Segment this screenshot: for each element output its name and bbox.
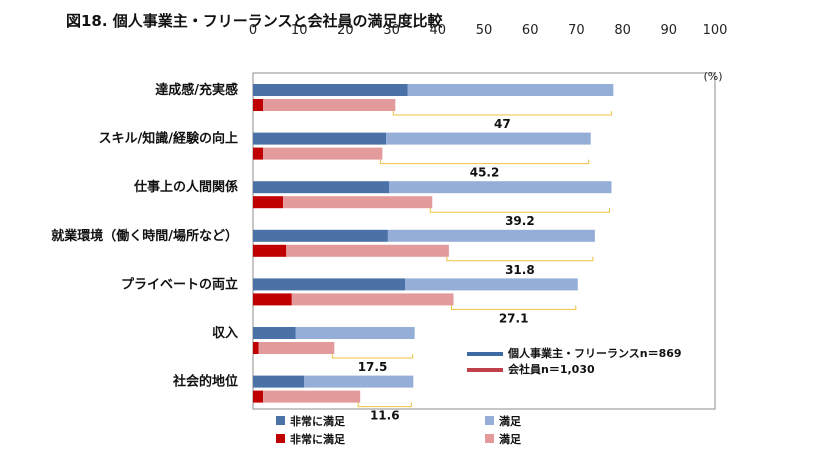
employee-very-satisfied-bar xyxy=(253,196,284,209)
x-tick-label: 30 xyxy=(383,23,400,38)
freelance-satisfied-bar xyxy=(295,327,415,339)
difference-bracket xyxy=(331,354,414,359)
freelance-satisfied-bar xyxy=(304,375,414,388)
x-tick-label: 80 xyxy=(614,23,631,38)
difference-bracket xyxy=(357,402,412,408)
category-label: スキル/知識/経験の向上 xyxy=(99,131,239,147)
employee-satisfied-bar xyxy=(286,244,449,257)
x-tick-label: 60 xyxy=(522,23,539,38)
legend-swatch xyxy=(276,434,285,443)
difference-label: 39.2 xyxy=(505,214,535,228)
employee-very-satisfied-bar xyxy=(253,293,292,306)
legend: 個人事業主・フリーランスn＝869会社員n＝1,030非常に満足 満足非常に満足満… xyxy=(276,346,682,446)
x-tick-label: 100 xyxy=(703,23,728,38)
category-labels: 達成感/充実感スキル/知識/経験の向上仕事上の人間関係就業環境（働く時間/場所な… xyxy=(51,82,238,390)
employee-satisfied-bar xyxy=(258,342,335,354)
employee-very-satisfied-bar xyxy=(253,390,264,403)
difference-label: 31.8 xyxy=(505,263,535,277)
freelance-satisfied-bar xyxy=(386,132,591,145)
bar-series xyxy=(253,84,614,403)
legend-label: 満足 xyxy=(499,414,522,428)
legend-swatch xyxy=(467,352,503,356)
employee-very-satisfied-bar xyxy=(253,342,259,354)
x-tick-label: 50 xyxy=(476,23,493,38)
category-label: 社会的地位 xyxy=(172,374,238,390)
difference-labels: 47 45.2 39.2 31.8 27.1 17.5 11.6 xyxy=(331,111,612,423)
legend-label: 満足 xyxy=(499,432,522,446)
x-tick-label: 20 xyxy=(337,23,354,38)
freelance-very-satisfied-bar xyxy=(253,278,405,291)
freelance-very-satisfied-bar xyxy=(253,181,390,194)
difference-bracket xyxy=(446,256,594,262)
category-label: 仕事上の人間関係 xyxy=(133,179,238,195)
difference-label: 17.5 xyxy=(358,360,388,374)
employee-very-satisfied-bar xyxy=(253,99,264,111)
employee-satisfied-bar xyxy=(291,293,454,306)
difference-bracket xyxy=(451,305,577,310)
freelance-satisfied-bar xyxy=(389,181,612,194)
employee-very-satisfied-bar xyxy=(253,244,287,257)
employee-satisfied-bar xyxy=(263,99,396,111)
x-tick-label: 90 xyxy=(661,23,678,38)
legend-swatch xyxy=(467,368,503,372)
difference-bracket xyxy=(379,159,590,165)
difference-bracket xyxy=(429,208,611,213)
freelance-very-satisfied-bar xyxy=(253,327,296,339)
employee-satisfied-bar xyxy=(283,196,433,209)
x-tick-label: 0 xyxy=(249,23,257,38)
employee-satisfied-bar xyxy=(263,147,383,160)
chart-title: 図18. 個人事業主・フリーランスと会社員の満足度比較 xyxy=(66,12,443,30)
legend-label: 非常に満足 xyxy=(290,414,346,428)
freelance-satisfied-bar xyxy=(404,278,578,291)
difference-label: 27.1 xyxy=(499,311,529,325)
category-label: 就業環境（働く時間/場所など） xyxy=(51,228,238,244)
freelance-very-satisfied-bar xyxy=(253,229,388,242)
freelance-very-satisfied-bar xyxy=(253,375,305,388)
legend-swatch xyxy=(276,416,285,425)
x-tick-label: 70 xyxy=(568,23,585,38)
x-tick-label: 10 xyxy=(291,23,308,38)
employee-satisfied-bar xyxy=(263,390,361,403)
legend-swatch xyxy=(485,416,494,425)
category-label: 達成感/充実感 xyxy=(155,82,238,98)
legend-label: 個人事業主・フリーランスn＝869 xyxy=(507,346,682,360)
employee-very-satisfied-bar xyxy=(253,147,264,160)
category-label: 収入 xyxy=(212,326,238,341)
legend-label: 会社員n＝1,030 xyxy=(508,362,595,376)
legend-label: 非常に満足 xyxy=(290,432,346,446)
freelance-satisfied-bar xyxy=(387,229,595,242)
x-axis: 0 10 20 30 40 50 60 70 80 90 100 xyxy=(249,23,728,38)
freelance-very-satisfied-bar xyxy=(253,84,408,96)
category-label: プライベートの両立 xyxy=(121,276,238,292)
difference-label: 11.6 xyxy=(370,409,400,423)
unit-label: (%) xyxy=(703,70,722,83)
difference-label: 45.2 xyxy=(470,166,500,180)
difference-bracket xyxy=(392,111,612,116)
x-tick-label: 40 xyxy=(430,23,447,38)
difference-label: 47 xyxy=(494,117,511,131)
freelance-satisfied-bar xyxy=(407,84,614,96)
legend-swatch xyxy=(485,434,494,443)
freelance-very-satisfied-bar xyxy=(253,132,387,145)
